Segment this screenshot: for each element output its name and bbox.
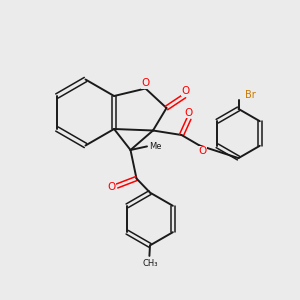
Text: O: O [107,182,116,193]
Text: Br: Br [245,90,256,100]
Text: O: O [141,78,150,88]
Text: Me: Me [149,142,162,151]
Text: O: O [184,107,193,118]
Text: O: O [198,146,207,157]
Text: O: O [182,85,190,96]
Text: CH₃: CH₃ [142,260,158,268]
